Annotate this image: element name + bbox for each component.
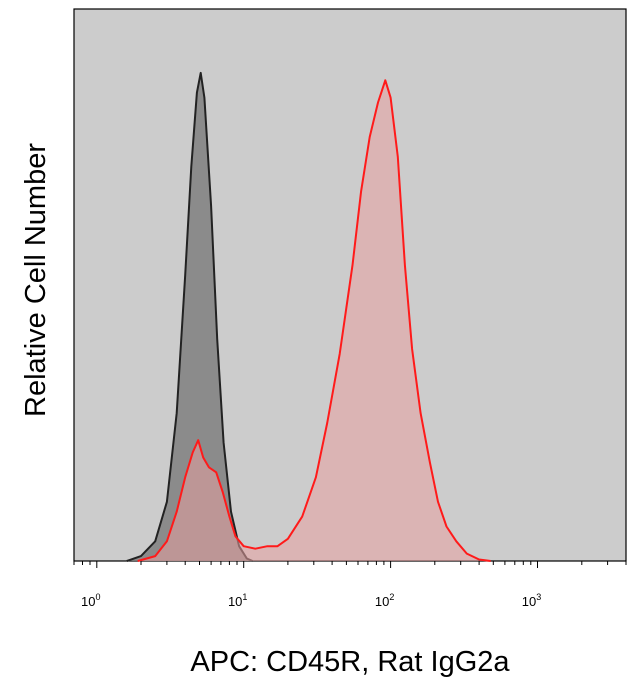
series-1-line (126, 71, 253, 562)
x-ticks: 100 101 102 103 (73, 561, 627, 609)
x-tick-label: 100 (81, 592, 100, 609)
series-2-area (137, 80, 491, 562)
x-tick-label: 102 (375, 592, 394, 609)
x-tick-label: 101 (228, 592, 247, 609)
x-tick-label: 103 (522, 592, 541, 609)
series-layer (126, 71, 491, 562)
x-axis-title: APC: CD45R, Rat IgG2a (190, 646, 510, 678)
series-2-line (137, 79, 491, 562)
y-axis-title: Relative Cell Number (20, 143, 52, 417)
series-1-area (126, 72, 253, 562)
